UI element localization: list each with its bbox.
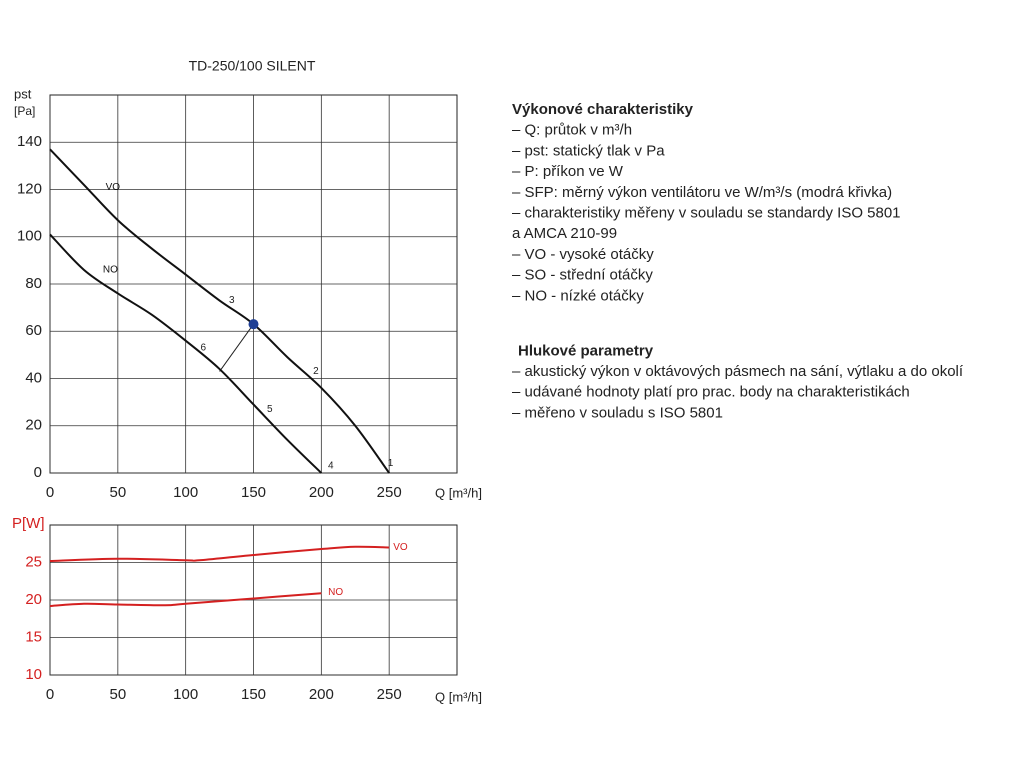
legend-item: – NO - nízké otáčky — [512, 287, 644, 304]
legend-item: – SFP: měrný výkon ventilátoru ve W/m³/s… — [512, 184, 892, 201]
annotation: 2 — [313, 366, 319, 377]
y-axis-label: pst — [14, 86, 32, 101]
legend-item: – P: příkon ve W — [512, 163, 624, 180]
series-label: VO — [106, 182, 121, 193]
x-tick-label: 0 — [46, 484, 54, 501]
x-tick-label: 200 — [309, 484, 334, 501]
x-axis-label: Q [m³/h] — [435, 689, 482, 704]
y-tick-label: 40 — [25, 369, 42, 386]
section-title: Hlukové parametry — [518, 342, 654, 359]
line-series — [49, 545, 390, 562]
x-tick-label: 150 — [241, 686, 266, 703]
annotation: 1 — [388, 458, 394, 469]
y-tick-label: 20 — [25, 591, 42, 608]
line-series — [49, 592, 322, 607]
y-tick-label: 120 — [17, 180, 42, 197]
legend-item: – charakteristiky měřeny v souladu se st… — [512, 204, 901, 221]
x-axis-label: Q [m³/h] — [435, 485, 482, 500]
legend-item: – VO - vysoké otáčky — [512, 246, 654, 263]
y-tick-label: 100 — [17, 228, 42, 245]
connector — [219, 323, 254, 372]
x-tick-label: 250 — [377, 484, 402, 501]
line-series — [49, 233, 323, 474]
y-axis-unit: [Pa] — [14, 104, 35, 118]
x-tick-label: 0 — [46, 686, 54, 703]
operating-point — [248, 319, 259, 330]
x-tick-label: 250 — [377, 686, 402, 703]
chart-title: TD-250/100 SILENT — [189, 58, 316, 74]
legend-item: a AMCA 210-99 — [512, 225, 617, 242]
x-tick-label: 200 — [309, 686, 334, 703]
y-tick-label: 0 — [34, 464, 42, 481]
section-title: Výkonové charakteristiky — [512, 101, 694, 118]
x-tick-label: 50 — [109, 484, 126, 501]
x-tick-label: 100 — [173, 484, 198, 501]
legend-item: – udávané hodnoty platí pro prac. body n… — [512, 384, 910, 401]
annotation: 6 — [201, 342, 207, 353]
x-tick-label: 150 — [241, 484, 266, 501]
y-axis-label: P[W] — [12, 515, 45, 532]
series-label: NO — [103, 264, 118, 275]
y-tick-label: 80 — [25, 275, 42, 292]
series-label: VO — [393, 542, 408, 553]
y-tick-label: 60 — [25, 322, 42, 339]
y-tick-label: 140 — [17, 133, 42, 150]
annotation: 4 — [328, 461, 334, 472]
legend-item: – pst: statický tlak v Pa — [512, 142, 665, 159]
x-tick-label: 50 — [109, 686, 126, 703]
legend-item: – SO - střední otáčky — [512, 267, 653, 284]
legend-item: – akustický výkon v oktávových pásmech n… — [512, 363, 964, 380]
series-label: NO — [328, 587, 343, 598]
legend-item: – Q: průtok v m³/h — [512, 122, 632, 139]
line-series — [49, 148, 390, 474]
legend-item: – měřeno v souladu s ISO 5801 — [512, 404, 723, 421]
y-tick-label: 15 — [25, 628, 42, 645]
y-tick-label: 10 — [25, 666, 42, 683]
x-tick-label: 100 — [173, 686, 198, 703]
y-tick-label: 20 — [25, 417, 42, 434]
y-tick-label: 25 — [25, 553, 42, 570]
annotation: 3 — [229, 295, 235, 306]
annotation: 5 — [267, 404, 273, 415]
